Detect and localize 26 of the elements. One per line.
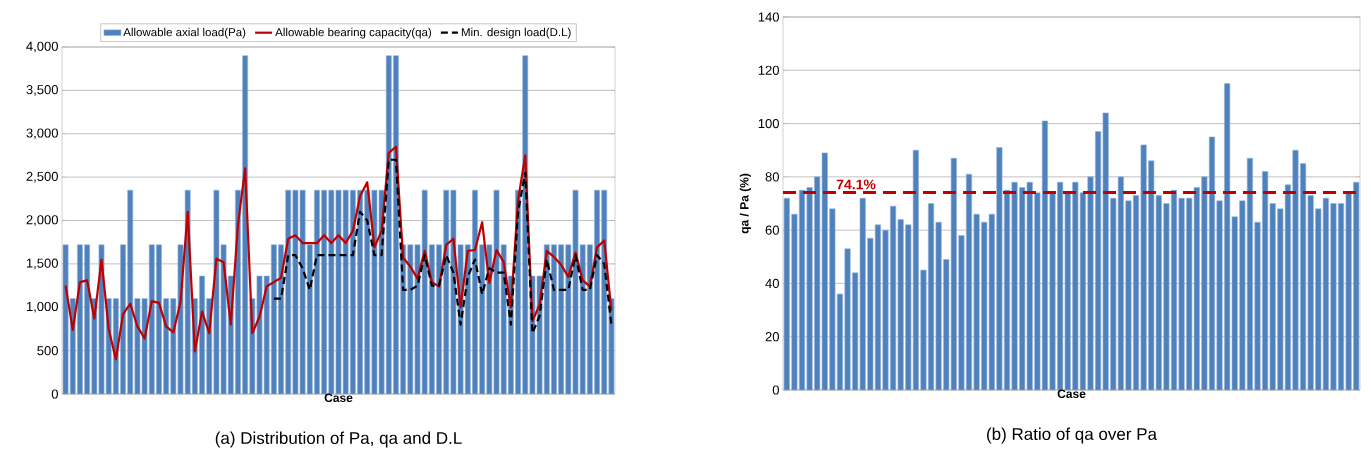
y-tick-label: 40 — [765, 278, 779, 289]
y-tick-label: 3,500 — [26, 85, 58, 96]
y-tick-label: 140 — [758, 12, 779, 22]
y-tick-label: 4,000 — [26, 41, 58, 53]
y-tick-label: 0 — [772, 385, 779, 395]
y-tick-label: 20 — [765, 332, 779, 342]
y-tick-label: 0 — [51, 389, 58, 399]
y-tick-label: 3,000 — [26, 128, 58, 140]
y-axis-title: qa / Pa (%) — [739, 173, 751, 234]
x-axis-title: Case — [324, 393, 353, 403]
y-tick-label: 100 — [758, 118, 779, 129]
y-tick-label: 2,000 — [26, 215, 58, 226]
y-tick-label: 2,500 — [26, 171, 58, 183]
legend-label: Allowable axial load(Pa) — [123, 27, 246, 39]
legend-label: Allowable bearing capacity(qa) — [275, 27, 432, 39]
y-tick-label: 500 — [37, 346, 58, 356]
legend-label: Min. design load(D.L) — [461, 27, 571, 39]
ref-line-label: 74.1% — [836, 179, 876, 190]
y-tick-label: 80 — [765, 172, 779, 182]
text: (a) Distribution of Pa, qa and D.L — [215, 431, 462, 448]
y-tick-label: 1,500 — [26, 258, 58, 270]
y-tick-label: 120 — [758, 65, 779, 75]
y-tick-label: 1,000 — [26, 301, 58, 313]
x-axis-title: Case — [1057, 389, 1086, 399]
text: (b) Ratio of qa over Pa — [987, 427, 1157, 444]
y-tick-label: 60 — [765, 225, 779, 235]
